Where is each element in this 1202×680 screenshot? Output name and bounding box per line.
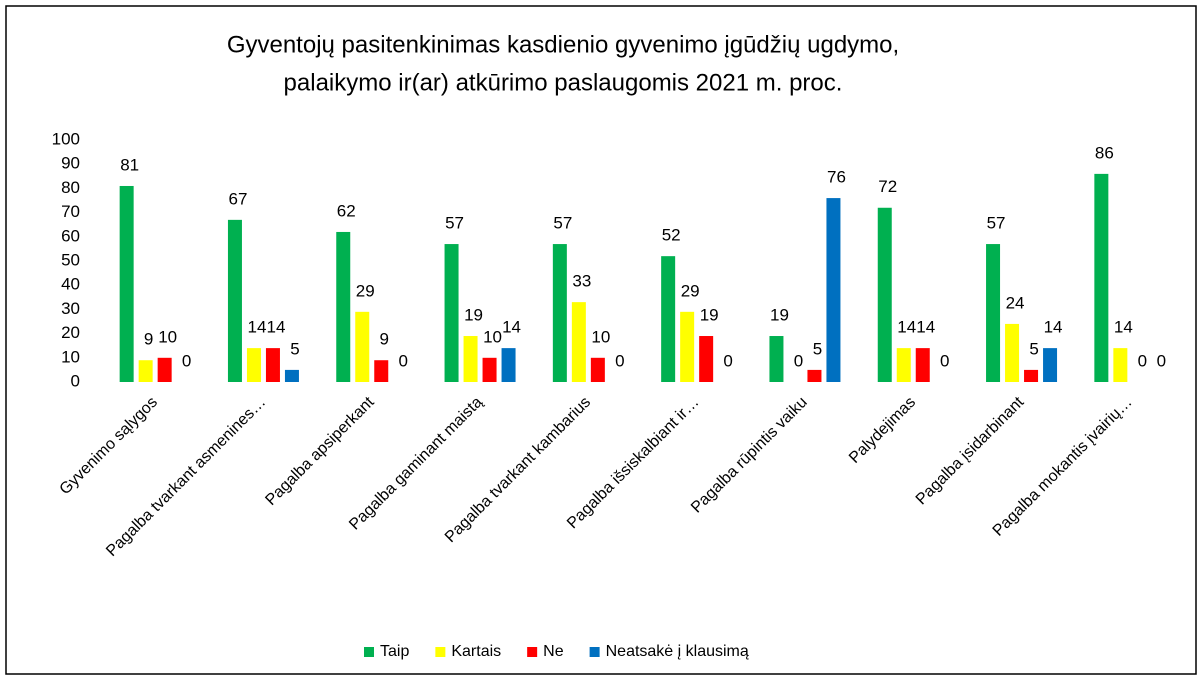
bar <box>915 348 930 382</box>
bar <box>246 348 261 382</box>
value-label: 0 <box>1138 351 1147 370</box>
legend-label: Taip <box>380 643 409 660</box>
y-tick-label: 100 <box>52 129 80 148</box>
bar <box>119 185 134 382</box>
bar <box>501 348 516 382</box>
legend-swatch <box>435 647 446 657</box>
bar <box>336 231 351 382</box>
chart-title: Gyventojų pasitenkinimas kasdienio gyven… <box>227 31 899 58</box>
bar <box>1043 348 1058 382</box>
legend-label: Ne <box>543 643 564 660</box>
y-tick-label: 70 <box>61 202 80 221</box>
value-label: 0 <box>399 351 408 370</box>
bar <box>552 244 567 382</box>
value-label: 9 <box>144 330 153 349</box>
value-label: 62 <box>337 201 356 220</box>
value-label: 52 <box>662 226 681 245</box>
value-label: 14 <box>502 318 521 337</box>
bar <box>661 256 676 382</box>
bar <box>284 369 299 382</box>
legend-swatch <box>589 647 600 657</box>
chart-title: palaikymo ir(ar) atkūrimo paslaugomis 20… <box>284 69 843 96</box>
y-tick-label: 90 <box>61 154 80 173</box>
value-label: 14 <box>247 318 266 337</box>
value-label: 5 <box>1029 339 1038 358</box>
value-label: 14 <box>1114 318 1133 337</box>
value-label: 14 <box>897 318 916 337</box>
value-label: 5 <box>290 339 299 358</box>
value-label: 57 <box>553 214 572 233</box>
bar <box>877 207 892 382</box>
value-label: 10 <box>158 327 177 346</box>
bar <box>769 336 784 382</box>
value-label: 10 <box>591 327 610 346</box>
value-label: 33 <box>572 272 591 291</box>
value-label: 0 <box>1157 351 1166 370</box>
value-label: 0 <box>794 351 803 370</box>
y-tick-label: 80 <box>61 178 80 197</box>
bar <box>590 357 605 382</box>
value-label: 19 <box>770 306 789 325</box>
bar <box>1094 173 1109 382</box>
bar <box>1024 369 1039 382</box>
value-label: 19 <box>464 306 483 325</box>
value-label: 0 <box>940 351 949 370</box>
bar <box>463 336 478 382</box>
value-label: 14 <box>266 318 285 337</box>
value-label: 19 <box>700 306 719 325</box>
legend-swatch <box>364 647 374 657</box>
bar <box>374 360 389 382</box>
bar <box>826 198 841 382</box>
y-tick-label: 30 <box>61 299 80 318</box>
value-label: 0 <box>723 351 732 370</box>
legend-swatch <box>527 647 538 657</box>
value-label: 0 <box>615 351 624 370</box>
value-label: 67 <box>228 189 247 208</box>
value-label: 14 <box>1044 318 1063 337</box>
value-label: 9 <box>380 330 389 349</box>
value-label: 57 <box>987 214 1006 233</box>
legend-label: Neatsakė į klausimą <box>606 643 749 660</box>
bar <box>571 302 586 382</box>
bar <box>1005 323 1020 382</box>
y-tick-label: 10 <box>61 347 80 366</box>
bar <box>157 357 172 382</box>
bar <box>807 369 822 382</box>
value-label: 14 <box>916 318 935 337</box>
bar <box>680 311 695 382</box>
legend-label: Kartais <box>451 643 501 660</box>
y-tick-label: 50 <box>61 250 80 269</box>
value-label: 57 <box>445 214 464 233</box>
bar <box>896 348 911 382</box>
value-label: 0 <box>182 351 191 370</box>
value-label: 76 <box>827 168 846 187</box>
value-label: 86 <box>1095 143 1114 162</box>
bar <box>482 357 497 382</box>
bar <box>699 336 714 382</box>
value-label: 72 <box>878 177 897 196</box>
bar <box>986 244 1001 382</box>
value-label: 29 <box>681 281 700 300</box>
bar <box>444 244 459 382</box>
value-label: 10 <box>483 327 502 346</box>
y-tick-label: 40 <box>61 275 80 294</box>
bar <box>1113 348 1128 382</box>
value-label: 29 <box>356 281 375 300</box>
y-tick-label: 0 <box>71 371 80 390</box>
bar <box>138 360 153 382</box>
y-tick-label: 60 <box>61 226 80 245</box>
bar <box>355 311 370 382</box>
bar <box>227 219 242 382</box>
value-label: 5 <box>813 339 822 358</box>
value-label: 81 <box>120 155 139 174</box>
value-label: 24 <box>1006 293 1025 312</box>
bar <box>265 348 280 382</box>
y-tick-label: 20 <box>61 323 80 342</box>
